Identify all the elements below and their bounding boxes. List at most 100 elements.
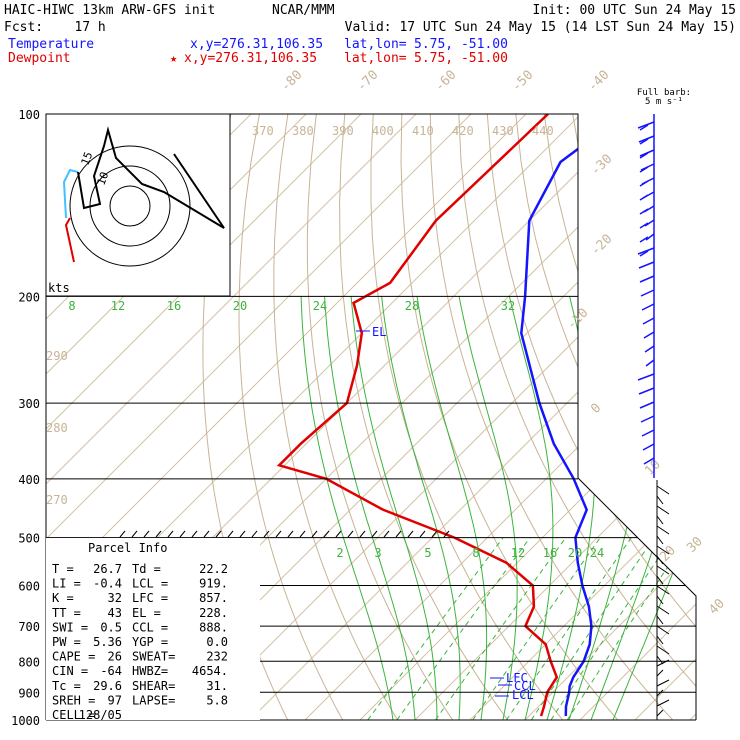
wind-barb-upper xyxy=(640,289,655,297)
theta-label: 270 xyxy=(46,493,68,507)
wind-barb-upper xyxy=(639,222,649,229)
parcel-info-key: SHEAR= xyxy=(132,679,175,693)
mixing-ratio-line xyxy=(550,537,673,720)
dry-adiabat-line xyxy=(306,114,454,720)
parcel-info-value: 919. xyxy=(199,577,228,591)
pressure-tick-label: 200 xyxy=(18,290,40,304)
hatch-mark xyxy=(311,530,318,538)
isotherm-label: -40 xyxy=(585,68,612,95)
theta-label: 430 xyxy=(492,124,514,138)
mixing-ratio-line xyxy=(566,537,688,720)
isotherm-label: -20 xyxy=(588,232,615,259)
isotherm-line xyxy=(46,114,527,720)
pressure-tick-label: 800 xyxy=(18,655,40,669)
mixing-ratio-label: 24 xyxy=(590,546,604,560)
wind-barb-upper xyxy=(640,415,655,423)
dry-adiabat-line xyxy=(429,114,674,720)
parcel-info-value: 232 xyxy=(206,650,228,664)
wind-barb-lower xyxy=(656,615,664,625)
moist-adiabat-line xyxy=(324,296,416,720)
hatch-mark xyxy=(239,530,246,538)
parcel-info-key: K = xyxy=(52,591,74,605)
hatch-mark xyxy=(263,530,270,538)
parcel-info-key: HWBZ= xyxy=(132,664,168,678)
hodograph-box xyxy=(45,113,231,297)
hatch-mark xyxy=(419,530,426,538)
pressure-tick-label: 500 xyxy=(18,532,40,546)
hatch-mark xyxy=(155,530,162,538)
wind-barb-lower xyxy=(656,669,664,677)
isotherm-line xyxy=(46,114,362,720)
parcel-info-value: 26 xyxy=(108,650,122,664)
wind-barb-lower xyxy=(656,535,664,545)
hatch-mark xyxy=(371,530,378,538)
mixing-ratio-label: 16 xyxy=(543,546,557,560)
isotherm-line xyxy=(359,114,696,720)
wind-barb-upper xyxy=(645,233,655,241)
isotherm-line xyxy=(46,114,417,720)
wind-barb-lower xyxy=(656,495,664,505)
wind-barb-upper xyxy=(643,331,655,339)
isotherm-label: -80 xyxy=(278,68,305,95)
legend-dewpoint-marker: ★ xyxy=(170,51,177,65)
wind-barb-upper xyxy=(637,121,655,129)
wind-barb-lower xyxy=(656,505,670,515)
hatch-mark xyxy=(347,530,354,538)
hodograph-units: kts xyxy=(48,281,70,295)
valid-label: Valid: 17 UTC Sun 24 May 15 (14 LST Sun … xyxy=(345,20,736,35)
legend-temperature-xy: x,y=276.31,106.35 xyxy=(190,37,323,52)
parcel-info-value: 128/05 xyxy=(79,708,122,722)
theta-label: 370 xyxy=(252,124,274,138)
parcel-info-key: CIN = xyxy=(52,664,88,678)
hatch-mark xyxy=(275,530,282,538)
isotherm-label: 40 xyxy=(706,596,728,618)
pressure-tick-label: 900 xyxy=(18,686,40,700)
dry-adiabat-line xyxy=(238,114,344,720)
pressure-tick-label: 300 xyxy=(18,397,40,411)
legend-temperature-latlon: 5.75, -51.00 xyxy=(414,37,508,52)
mixing-ratio-line xyxy=(367,537,504,720)
hatch-mark xyxy=(119,530,126,538)
legend-dewpoint-latlon-label: lat,lon= xyxy=(344,51,407,66)
parcel-info-key: YGP = xyxy=(132,635,168,649)
isotherm-label: 30 xyxy=(684,534,706,556)
hatch-mark xyxy=(323,530,330,538)
wind-barb-lower xyxy=(656,605,670,615)
mixing-ratio-line xyxy=(435,537,567,720)
parcel-info-key: SWI = xyxy=(52,620,88,634)
mixing-ratio-label: 28 xyxy=(405,299,419,313)
hatch-mark xyxy=(251,530,258,538)
mixing-ratio-label: 3 xyxy=(374,546,381,560)
parcel-info-key: T = xyxy=(52,562,74,576)
wind-barb-lower xyxy=(656,555,664,565)
plot-frame xyxy=(46,113,697,720)
wind-barb-lower xyxy=(656,635,664,645)
wind-barb-lower xyxy=(656,709,664,717)
wind-barb-lower xyxy=(656,565,670,575)
wind-barb-upper xyxy=(639,250,649,257)
dry-adiabat-line xyxy=(629,114,696,720)
parcel-info-value: 4654. xyxy=(192,664,228,678)
wind-barb-upper xyxy=(639,152,649,159)
isotherm-label: -70 xyxy=(354,68,381,95)
mixing-ratio-label: 2 xyxy=(336,546,343,560)
parcel-info-key: CAPE = xyxy=(52,650,95,664)
moist-adiabat-line xyxy=(416,296,488,720)
org-label: NCAR/MMM xyxy=(272,3,335,18)
wind-barb-upper xyxy=(639,275,655,283)
hatch-mark xyxy=(407,530,414,538)
isotherm-label: 0 xyxy=(588,401,604,417)
wind-barb-upper xyxy=(639,138,649,145)
profile-temperature xyxy=(520,114,626,717)
pressure-tick-label: 100 xyxy=(18,108,40,122)
wind-barb-upper xyxy=(641,303,655,311)
dry-adiabat-line xyxy=(486,114,696,720)
parcel-info-value: 857. xyxy=(199,591,228,605)
parcel-info-value: 31. xyxy=(206,679,228,693)
dry-adiabat-line xyxy=(339,114,509,720)
isotherm-label: 20 xyxy=(657,543,679,565)
theta-label: 290 xyxy=(46,349,68,363)
theta-label: 400 xyxy=(372,124,394,138)
hatch-mark xyxy=(287,530,294,538)
